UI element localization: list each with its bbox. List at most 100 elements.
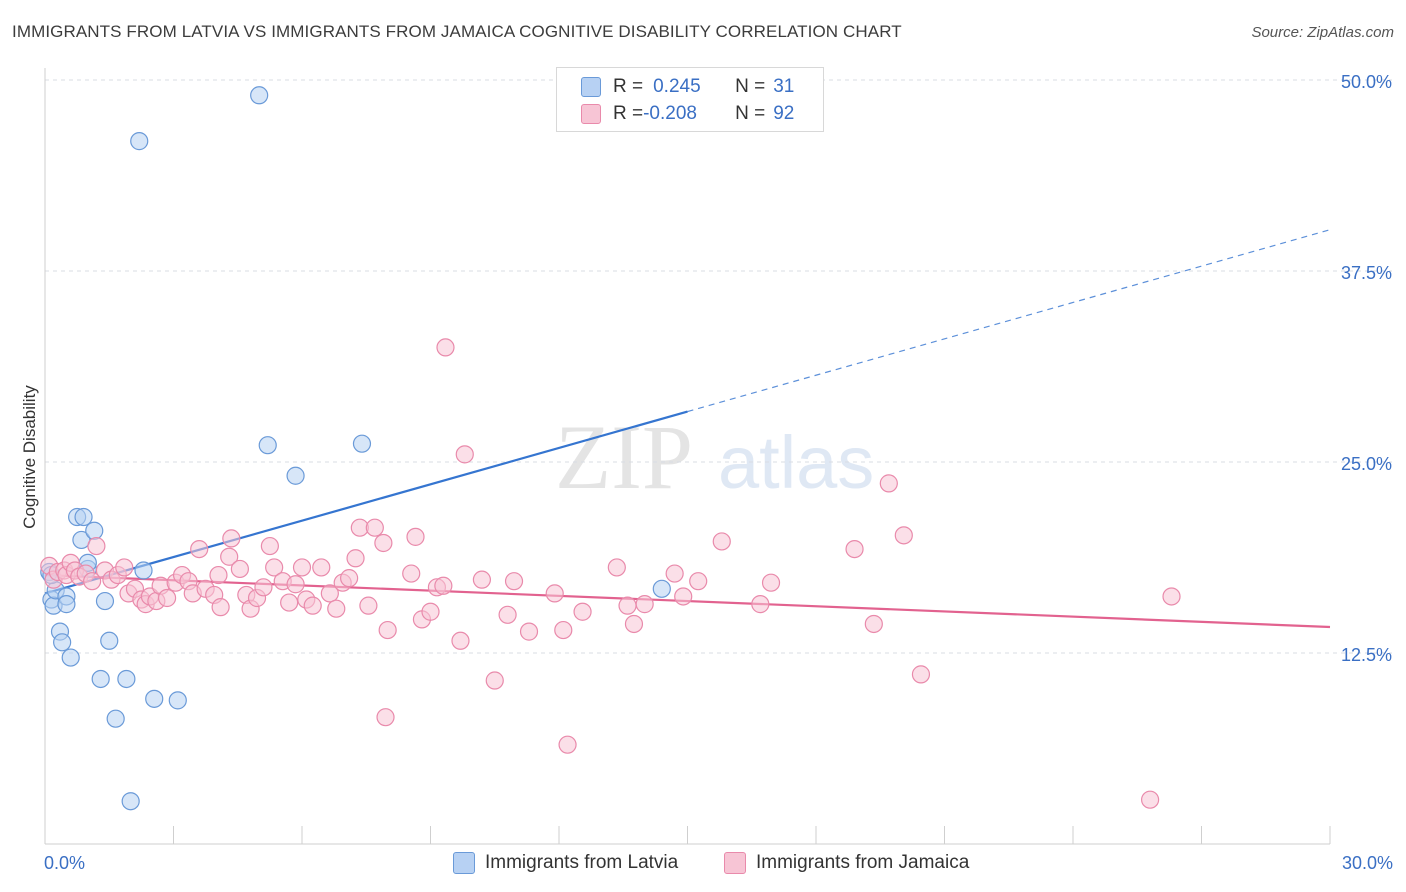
latvia-point <box>106 709 125 728</box>
jamaica-point <box>498 605 517 624</box>
jamaica-point <box>689 572 708 591</box>
jamaica-point <box>406 527 425 546</box>
jamaica-point <box>554 620 573 640</box>
jamaica-point <box>359 596 378 615</box>
latvia-point <box>57 595 76 614</box>
jamaica-point <box>674 587 693 606</box>
r-label: R = <box>613 76 644 97</box>
legend-item-latvia[interactable]: Immigrants from Latvia <box>453 852 678 874</box>
jamaica-point <box>87 536 106 556</box>
jamaica-point <box>378 620 397 640</box>
jamaica-point <box>894 526 913 545</box>
jamaica-point <box>879 474 898 493</box>
latvia-point <box>74 507 93 527</box>
latvia-point <box>286 466 305 485</box>
jamaica-point <box>222 529 241 548</box>
stats-row-jamaica: R = -0.208 N = 92 <box>581 101 794 127</box>
latvia-trend-extension <box>687 229 1331 413</box>
n-label: N = <box>735 103 766 124</box>
jamaica-point <box>211 598 230 617</box>
stats-row-latvia: R = 0.245 N = 31 <box>581 74 794 100</box>
jamaica-point <box>712 532 731 551</box>
source-credit: Source: ZipAtlas.com <box>1251 24 1394 41</box>
jamaica-point <box>340 569 359 588</box>
jamaica-point <box>376 708 395 727</box>
jamaica-point <box>1162 587 1181 606</box>
y-tick-label: 12.5% <box>1341 645 1392 665</box>
jamaica-point <box>190 539 209 559</box>
jamaica-point <box>434 576 453 595</box>
jamaica-point <box>327 599 346 618</box>
latvia-point <box>258 436 277 455</box>
watermark-zip: ZIP <box>555 406 693 508</box>
y-tick-label: 50.0% <box>1341 72 1392 92</box>
legend: Immigrants from Latvia Immigrants from J… <box>0 852 1406 878</box>
jamaica-point <box>402 564 421 583</box>
jamaica-point <box>312 558 331 577</box>
jamaica-point <box>374 533 393 553</box>
jamaica-point <box>519 622 539 641</box>
jamaica-point <box>157 588 177 608</box>
y-tick-label: 37.5% <box>1341 263 1392 283</box>
jamaica-point <box>845 539 864 559</box>
r-value: 0.245 <box>653 76 701 97</box>
jamaica-point <box>265 558 284 577</box>
jamaica-point <box>209 565 228 585</box>
latvia-point <box>121 792 140 811</box>
jamaica-point <box>303 596 322 615</box>
latvia-point <box>652 579 671 598</box>
jamaica-point <box>451 631 470 650</box>
jamaica-point <box>558 735 577 754</box>
legend-item-jamaica[interactable]: Immigrants from Jamaica <box>724 852 969 874</box>
latvia-trend-line <box>44 410 688 595</box>
jamaica-point <box>665 564 684 583</box>
r-label: R = <box>613 103 644 124</box>
jamaica-point <box>472 570 491 589</box>
correlation-stats-box: R = 0.245 N = 31 R = -0.208 N = 92 <box>556 67 824 132</box>
latvia-point <box>145 689 164 708</box>
jamaica-point <box>864 614 883 634</box>
jamaica-point <box>421 602 440 621</box>
n-value: 31 <box>773 76 795 97</box>
jamaica-point <box>286 575 305 594</box>
n-label: N = <box>735 76 766 97</box>
latvia-point <box>250 86 269 105</box>
jamaica-point <box>365 518 384 537</box>
x-tick-label: 30.0% <box>1342 853 1393 873</box>
jamaica-point <box>485 671 504 690</box>
latvia-point <box>134 561 153 580</box>
x-tick-label: 0.0% <box>44 853 85 873</box>
latvia-point <box>100 631 119 650</box>
latvia-swatch <box>581 77 601 97</box>
jamaica-legend-swatch <box>724 852 746 874</box>
jamaica-point <box>220 547 239 566</box>
jamaica-point <box>573 602 592 621</box>
jamaica-point <box>761 573 781 592</box>
latvia-legend-swatch <box>453 852 475 874</box>
jamaica-point <box>545 584 564 603</box>
jamaica-point <box>504 572 524 591</box>
jamaica-point <box>436 338 455 357</box>
latvia-point <box>117 669 136 689</box>
y-tick-label: 25.0% <box>1341 454 1392 474</box>
r-value: -0.208 <box>643 103 697 124</box>
latvia-point <box>53 633 72 652</box>
jamaica-point <box>292 558 312 577</box>
y-axis-label: Cognitive Disability <box>20 385 39 529</box>
jamaica-point <box>751 595 770 614</box>
jamaica-point <box>254 578 273 597</box>
latvia-point <box>352 434 372 453</box>
jamaica-point <box>455 445 474 464</box>
jamaica-point <box>83 572 102 591</box>
jamaica-point <box>607 558 626 577</box>
chart-title: IMMIGRANTS FROM LATVIA VS IMMIGRANTS FRO… <box>12 22 902 41</box>
latvia-point <box>85 521 104 540</box>
latvia-point <box>91 669 110 689</box>
latvia-point <box>95 591 115 611</box>
latvia-point <box>168 691 187 710</box>
jamaica-point <box>280 593 299 612</box>
jamaica-point <box>320 584 339 603</box>
jamaica-point <box>230 559 249 579</box>
legend-label: Immigrants from Latvia <box>485 852 679 873</box>
